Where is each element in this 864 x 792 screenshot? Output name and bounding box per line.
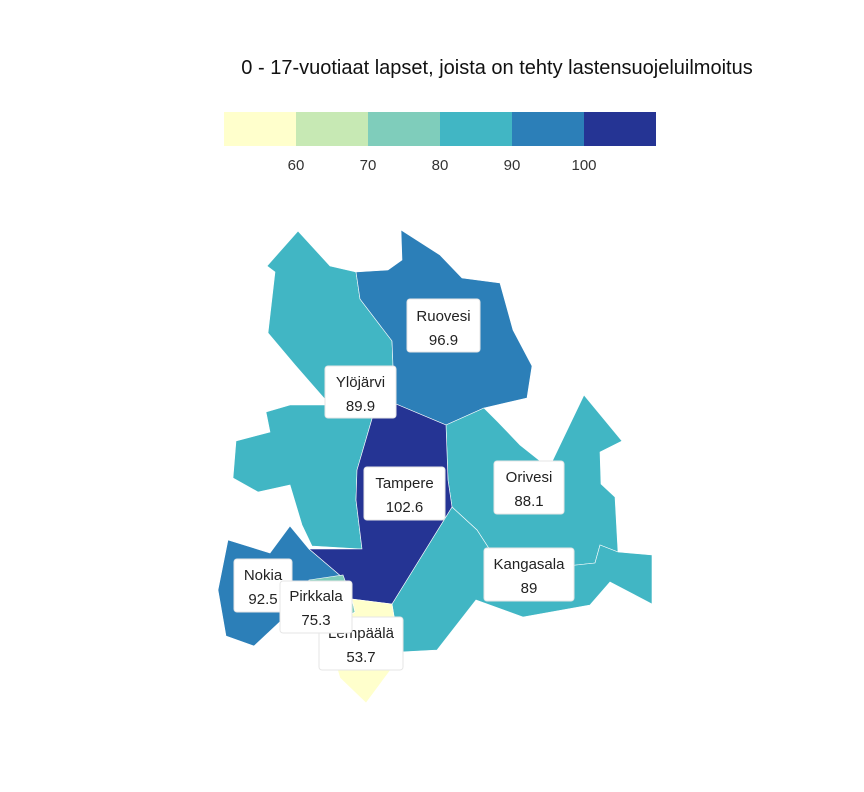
label-pirkkala-name: Pirkkala: [289, 588, 343, 605]
label-pirkkala: Pirkkala 75.3: [279, 580, 353, 634]
label-ylojarvi-value: 89.9: [346, 398, 375, 415]
label-ylojarvi: Ylöjärvi 89.9: [324, 365, 397, 419]
legend-tick-90: 90: [504, 157, 521, 174]
label-orivesi: Orivesi 88.1: [493, 460, 565, 515]
label-orivesi-name: Orivesi: [506, 469, 553, 486]
legend-swatch-5: [584, 112, 656, 146]
label-orivesi-value: 88.1: [514, 493, 543, 510]
label-nokia-value: 92.5: [248, 591, 277, 608]
legend-swatch-1: [296, 112, 368, 146]
label-nokia: Nokia 92.5: [233, 558, 293, 613]
legend-swatch-3: [440, 112, 512, 146]
legend-tick-60: 60: [288, 157, 305, 174]
region-labels: Ruovesi 96.9 Ylöjärvi 89.9 Tampere 102.6…: [233, 298, 575, 671]
legend-swatch-4: [512, 112, 584, 146]
label-kangasala-name: Kangasala: [494, 556, 566, 573]
label-tampere-value: 102.6: [386, 499, 424, 516]
label-tampere: Tampere 102.6: [363, 466, 446, 521]
label-lempaala-value: 53.7: [346, 649, 375, 666]
color-legend: 60 70 80 90 100: [224, 112, 656, 174]
legend-swatch-0: [224, 112, 296, 146]
label-pirkkala-value: 75.3: [301, 612, 330, 629]
legend-tick-70: 70: [360, 157, 377, 174]
label-kangasala-value: 89: [521, 580, 538, 597]
label-ruovesi-value: 96.9: [429, 332, 458, 349]
region-ylojarvi-west[interactable]: [232, 404, 375, 550]
label-ruovesi: Ruovesi 96.9: [406, 298, 481, 353]
legend-swatch-2: [368, 112, 440, 146]
label-kangasala: Kangasala 89: [483, 547, 575, 602]
label-ruovesi-name: Ruovesi: [416, 308, 470, 325]
legend-tick-100: 100: [571, 157, 596, 174]
label-nokia-name: Nokia: [244, 567, 283, 584]
map-title-text: 0 - 17-vuotiaat lapset, joista on tehty …: [241, 57, 753, 79]
label-ylojarvi-name: Ylöjärvi: [336, 374, 385, 391]
label-tampere-name: Tampere: [375, 475, 433, 492]
legend-tick-80: 80: [432, 157, 449, 174]
map-title: 0 - 17-vuotiaat lapset, joista on tehty …: [0, 57, 864, 80]
